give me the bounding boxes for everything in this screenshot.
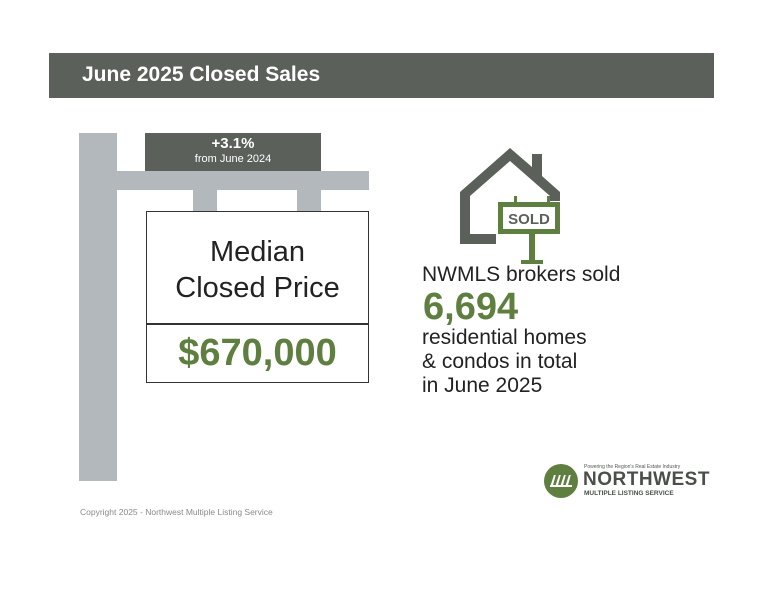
sold-sign-hanger-right (547, 196, 550, 204)
median-price-value: $670,000 (178, 332, 337, 374)
sign-divider (147, 323, 368, 325)
header-bar: June 2025 Closed Sales (49, 53, 714, 98)
nwmls-logo-mark-icon (544, 464, 578, 498)
sold-sign-post (529, 234, 535, 262)
median-price-label: Median Closed Price (147, 234, 368, 306)
median-price-label-line2: Closed Price (175, 272, 340, 304)
yoy-change-value: +3.1% (211, 135, 255, 152)
median-price-sign: Median Closed Price $670,000 (146, 211, 369, 383)
sold-sign-panel (503, 207, 555, 229)
logo-name: NORTHWEST (583, 469, 710, 490)
nwmls-logo: Powering the Region's Real Estate Indust… (543, 463, 709, 501)
sales-stat-block: NWMLS brokers sold 6,694 residential hom… (422, 262, 722, 398)
sales-stat-intro: NWMLS brokers sold (422, 263, 621, 286)
logo-tagline: Powering the Region's Real Estate Indust… (584, 464, 681, 470)
house-outline (460, 148, 560, 244)
copyright-notice: Copyright 2025 - Northwest Multiple List… (80, 507, 273, 517)
logo-subname: MULTIPLE LISTING SERVICE (584, 490, 674, 497)
sign-post-arm (117, 171, 369, 190)
sign-post (79, 133, 117, 481)
sold-sign-text: SOLD (508, 211, 550, 228)
sold-sign-base (521, 260, 543, 264)
house-sold-sign-icon: SOLD (460, 148, 560, 264)
sales-count: 6,694 (423, 286, 519, 328)
sold-sign-hanger-left (514, 196, 517, 204)
sales-stat-line-1: residential homes (422, 326, 587, 349)
sales-stat-line-2: & condos in total (422, 350, 578, 373)
yoy-change-subtitle: from June 2024 (194, 153, 272, 165)
sales-stat-line-3: in June 2025 (422, 374, 543, 397)
sign-hanger-right (297, 190, 321, 212)
page-title: June 2025 Closed Sales (82, 63, 321, 86)
sign-hanger-left (193, 190, 217, 212)
yoy-change-tag: +3.1% from June 2024 (145, 133, 321, 171)
median-price-label-line1: Median (209, 236, 306, 268)
